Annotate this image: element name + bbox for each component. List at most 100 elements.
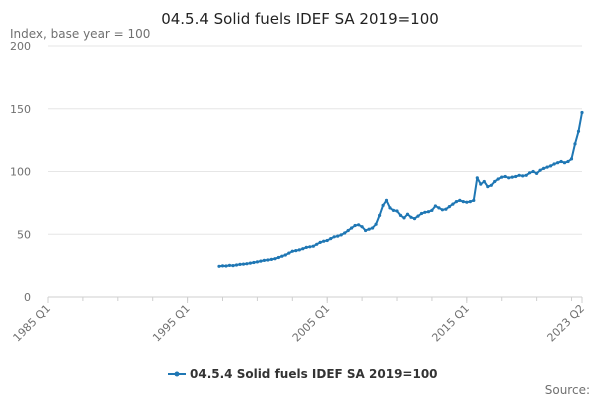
data-point[interactable] (451, 202, 455, 206)
data-point[interactable] (304, 245, 308, 249)
data-point[interactable] (301, 247, 305, 251)
data-point[interactable] (241, 262, 246, 266)
data-point[interactable] (430, 208, 434, 212)
data-point[interactable] (549, 164, 553, 168)
data-point[interactable] (217, 264, 221, 268)
data-point[interactable] (433, 204, 437, 208)
data-point[interactable] (269, 257, 273, 261)
data-point[interactable] (371, 226, 375, 230)
data-point[interactable] (531, 169, 535, 174)
data-point[interactable] (315, 242, 319, 246)
data-point[interactable] (398, 213, 403, 217)
data-point[interactable] (472, 198, 476, 202)
data-point[interactable] (294, 249, 298, 253)
data-point[interactable] (283, 253, 287, 257)
data-point[interactable] (231, 264, 235, 268)
data-point[interactable] (357, 223, 361, 227)
data-point[interactable] (524, 173, 528, 177)
data-point[interactable] (405, 212, 410, 216)
data-point[interactable] (479, 182, 483, 186)
data-point[interactable] (447, 205, 451, 209)
data-point[interactable] (545, 165, 549, 169)
data-point[interactable] (248, 261, 252, 265)
data-point[interactable] (364, 228, 368, 233)
data-point[interactable] (409, 215, 413, 219)
data-point[interactable] (384, 198, 389, 202)
data-point[interactable] (538, 168, 542, 172)
data-point[interactable] (227, 263, 232, 267)
data-point[interactable] (311, 244, 315, 248)
data-point[interactable] (343, 231, 347, 235)
data-point[interactable] (290, 249, 294, 253)
data-point[interactable] (412, 217, 417, 221)
data-point[interactable] (580, 110, 584, 115)
data-point[interactable] (573, 142, 577, 146)
data-point[interactable] (521, 174, 525, 178)
data-point[interactable] (486, 185, 490, 189)
data-point[interactable] (252, 260, 256, 265)
data-point[interactable] (496, 177, 500, 181)
data-point[interactable] (224, 264, 228, 268)
data-point[interactable] (576, 129, 581, 133)
data-point[interactable] (517, 173, 521, 177)
data-point[interactable] (339, 233, 343, 237)
data-point[interactable] (234, 263, 239, 267)
data-point[interactable] (353, 223, 357, 228)
data-point[interactable] (566, 159, 570, 164)
legend[interactable]: 04.5.4 Solid fuels IDEF SA 2019=100 (168, 367, 438, 381)
data-point[interactable] (500, 175, 504, 179)
data-point[interactable] (245, 262, 249, 266)
data-point[interactable] (259, 259, 263, 263)
data-point[interactable] (280, 254, 284, 258)
data-point[interactable] (238, 262, 242, 266)
data-point[interactable] (569, 157, 574, 161)
data-point[interactable] (458, 198, 462, 202)
data-point[interactable] (273, 257, 277, 261)
data-point[interactable] (378, 213, 382, 217)
data-point[interactable] (562, 161, 567, 165)
data-point[interactable] (528, 171, 532, 175)
data-point[interactable] (552, 162, 556, 166)
data-point[interactable] (395, 209, 399, 213)
data-point[interactable] (322, 239, 326, 243)
data-point[interactable] (262, 258, 266, 262)
data-point[interactable] (325, 238, 329, 243)
data-point[interactable] (276, 255, 280, 260)
data-point[interactable] (510, 175, 514, 179)
data-point[interactable] (402, 216, 406, 220)
data-point[interactable] (329, 237, 333, 241)
data-point[interactable] (266, 258, 270, 262)
data-point[interactable] (391, 208, 396, 212)
data-point[interactable] (465, 200, 469, 204)
data-point[interactable] (461, 200, 465, 204)
data-point[interactable] (360, 225, 364, 229)
data-point[interactable] (297, 248, 301, 252)
data-point[interactable] (489, 183, 493, 187)
data-point[interactable] (503, 174, 507, 179)
data-point[interactable] (318, 240, 322, 244)
data-point[interactable] (381, 203, 385, 207)
data-point[interactable] (493, 179, 497, 184)
data-point[interactable] (350, 226, 354, 230)
data-point[interactable] (437, 206, 441, 210)
data-point[interactable] (332, 235, 336, 239)
data-point[interactable] (426, 210, 430, 214)
data-point[interactable] (468, 200, 472, 204)
data-point[interactable] (440, 208, 444, 212)
data-point[interactable] (542, 166, 546, 170)
data-point[interactable] (419, 211, 424, 216)
data-point[interactable] (556, 161, 560, 165)
data-point[interactable] (374, 222, 378, 226)
data-point[interactable] (255, 260, 259, 264)
data-point[interactable] (559, 159, 563, 164)
data-point[interactable] (367, 227, 371, 231)
data-point[interactable] (416, 214, 420, 218)
data-point[interactable] (514, 174, 518, 179)
data-point[interactable] (535, 171, 539, 175)
data-point[interactable] (220, 264, 225, 268)
data-point[interactable] (388, 206, 392, 210)
data-point[interactable] (336, 234, 340, 238)
data-point[interactable] (287, 251, 291, 255)
data-point[interactable] (346, 228, 350, 233)
data-point[interactable] (475, 176, 479, 180)
